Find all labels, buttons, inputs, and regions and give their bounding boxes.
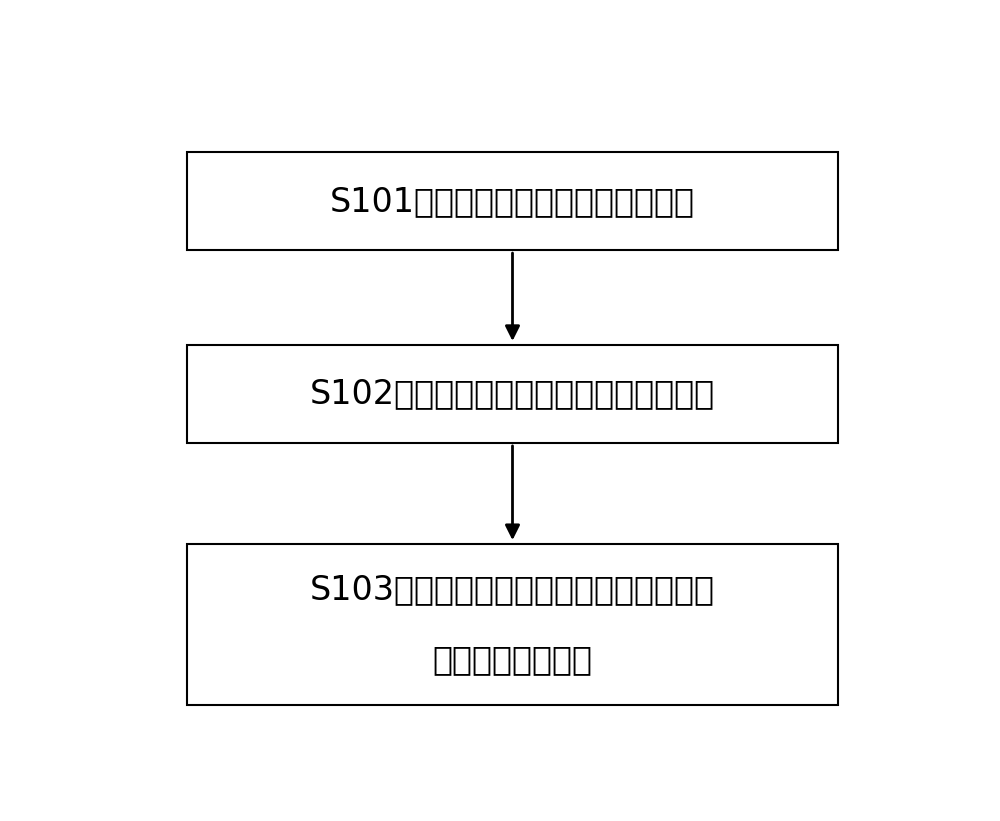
Text: 存入所述数据库中: 存入所述数据库中 bbox=[432, 643, 592, 676]
Text: S102，将接收的整数数据转换为字节数组: S102，将接收的整数数据转换为字节数组 bbox=[310, 378, 715, 410]
FancyBboxPatch shape bbox=[187, 345, 838, 443]
Text: S103，将转换为字节数组的所述整数数据: S103，将转换为字节数组的所述整数数据 bbox=[310, 574, 715, 607]
FancyBboxPatch shape bbox=[187, 152, 838, 250]
Text: S101，接收输入到数据库的整数数据: S101，接收输入到数据库的整数数据 bbox=[330, 185, 695, 218]
FancyBboxPatch shape bbox=[187, 544, 838, 705]
